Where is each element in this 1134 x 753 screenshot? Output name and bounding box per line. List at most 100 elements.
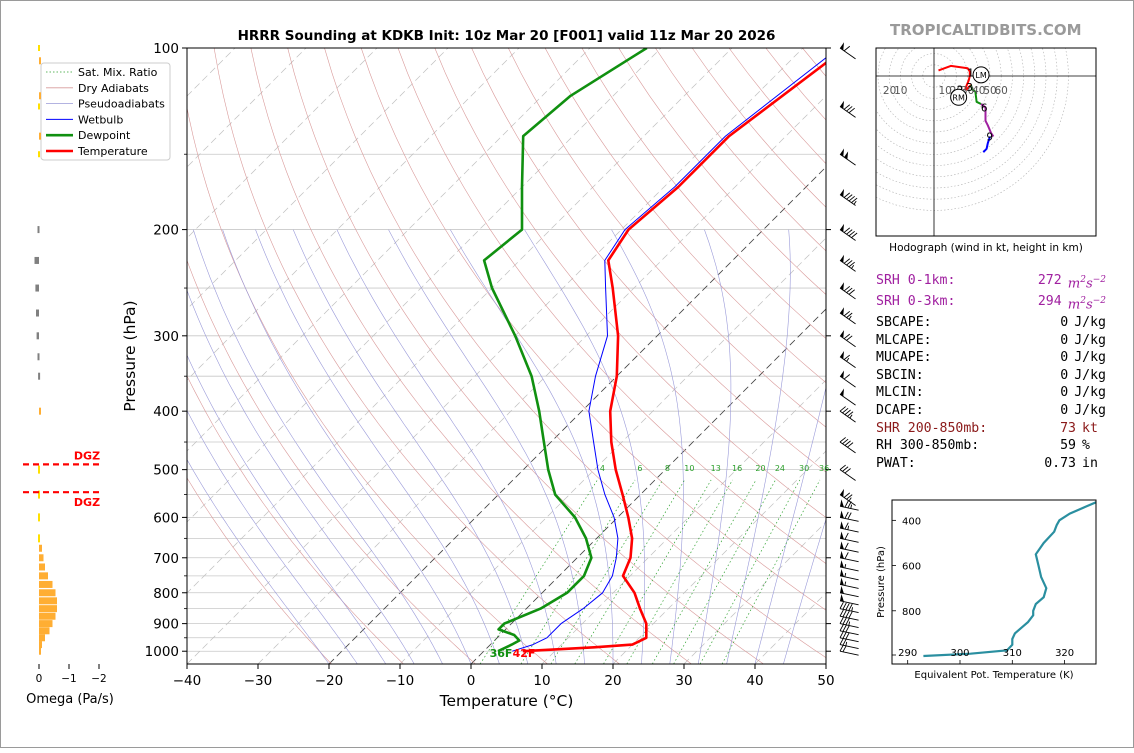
chart-title: HRRR Sounding at KDKB Init: 10z Mar 20 [… xyxy=(238,28,776,44)
legend-label: Dewpoint xyxy=(78,129,131,142)
theta-e-frame xyxy=(892,500,1096,664)
hodograph-ring-label-left: 10 xyxy=(894,85,907,97)
index-unit: m2s−2 xyxy=(1068,272,1106,293)
barb-flag xyxy=(840,330,844,338)
barb-half xyxy=(847,358,849,361)
omega-bar xyxy=(39,57,41,64)
index-unit: in xyxy=(1082,455,1098,473)
storm-motion-label: RM xyxy=(952,93,965,102)
index-value: 0 xyxy=(1005,384,1068,402)
omega-bar xyxy=(39,597,57,604)
barb-half xyxy=(846,642,847,646)
index-unit: % xyxy=(1082,437,1090,455)
barb-full xyxy=(848,513,851,519)
omega-bar xyxy=(39,408,41,415)
barb-flag xyxy=(840,189,844,197)
barb-staff xyxy=(840,558,859,562)
index-label: DCAPE: xyxy=(876,402,1005,420)
index-value: 294 xyxy=(1000,293,1061,314)
y-tick-label: 700 xyxy=(153,551,179,567)
surface-dewpoint-label: 36F xyxy=(490,647,513,660)
mixing-ratio-line xyxy=(521,480,635,664)
y-tick-label: 900 xyxy=(153,617,179,633)
theta-e-x-axis-label: Equivalent Pot. Temperature (K) xyxy=(914,670,1073,681)
omega-bar xyxy=(39,620,53,627)
index-label: MUCAPE: xyxy=(876,349,1005,367)
x-tick-label: 40 xyxy=(746,673,763,689)
hodograph-caption: Hodograph (wind in kt, height in km) xyxy=(889,242,1083,254)
theta-e-y-tick-label: 600 xyxy=(902,562,921,573)
dry-adiabat xyxy=(177,48,547,664)
hodograph-height-label: 9 xyxy=(986,131,993,143)
index-unit: J/kg xyxy=(1074,314,1106,332)
y-tick-label: 200 xyxy=(153,223,179,239)
mixing-ratio-label: 6 xyxy=(637,464,642,473)
mixing-ratio-line xyxy=(700,480,800,664)
barb-flag xyxy=(840,42,844,50)
x-tick-label: −20 xyxy=(315,673,344,689)
site-branding: TROPICALTIDBITS.COM xyxy=(890,21,1082,39)
index-label: SRH 0-3km: xyxy=(876,293,1000,314)
mixing-ratio-label: 8 xyxy=(665,464,670,473)
wind-barb xyxy=(840,148,856,165)
mixing-ratio-label: 24 xyxy=(775,464,785,473)
x-tick-label: 0 xyxy=(467,673,476,689)
barb-full xyxy=(840,602,843,608)
wind-barb xyxy=(840,511,859,522)
omega-bar xyxy=(36,310,39,317)
barb-half xyxy=(850,415,852,418)
x-tick-label: 10 xyxy=(533,673,550,689)
barb-staff xyxy=(840,528,859,532)
theta-e-profile xyxy=(923,502,1096,656)
barb-full xyxy=(840,645,843,651)
isotherm xyxy=(187,48,803,664)
theta-e-x-tick-label: 300 xyxy=(950,648,969,659)
barb-full xyxy=(843,603,846,609)
index-label: SRH 0-1km: xyxy=(876,272,1000,293)
barb-half xyxy=(854,201,856,204)
barb-flag xyxy=(840,351,844,359)
barb-staff xyxy=(840,357,856,368)
omega-bar xyxy=(39,589,56,596)
theta-e-x-tick-label: 320 xyxy=(1055,648,1074,659)
x-tick-label: 20 xyxy=(604,673,621,689)
barb-full xyxy=(843,632,846,638)
barb-full xyxy=(844,374,850,379)
omega-bar xyxy=(39,545,42,552)
y-tick-label: 800 xyxy=(153,586,179,602)
barb-staff xyxy=(840,394,856,405)
barb-half xyxy=(849,622,850,626)
barb-full xyxy=(845,512,848,518)
barb-full xyxy=(843,618,846,624)
pseudoadiabat xyxy=(293,230,528,664)
wind-barb xyxy=(840,560,859,571)
omega-bar xyxy=(38,353,40,360)
barb-flag xyxy=(840,521,844,529)
index-label: PWAT: xyxy=(876,455,1010,473)
barb-half xyxy=(845,564,846,568)
omega-bar xyxy=(39,133,41,140)
barb-flag xyxy=(840,370,844,378)
barb-staff xyxy=(840,376,856,387)
unit-part: m xyxy=(1068,297,1081,312)
omega-bar xyxy=(39,613,56,620)
pseudoadiabat xyxy=(167,230,414,664)
index-unit: J/kg xyxy=(1074,367,1106,385)
legend-label: Sat. Mix. Ratio xyxy=(78,66,158,79)
barb-half xyxy=(845,573,846,577)
omega-bar xyxy=(37,332,39,339)
wind-barb xyxy=(840,532,859,543)
x-tick-label: −30 xyxy=(244,673,273,689)
wind-barb xyxy=(840,370,856,387)
pseudoadiabat xyxy=(727,230,791,664)
wind-barb xyxy=(840,42,856,59)
pseudoadiabat xyxy=(143,230,386,664)
theta-e-y-axis-label: Pressure (hPa) xyxy=(876,546,887,618)
barb-staff xyxy=(840,313,856,324)
theta-e-y-tick-label: 800 xyxy=(902,607,921,618)
barb-staff xyxy=(840,651,859,655)
profile-dewpoint xyxy=(484,48,647,651)
unit-part: s xyxy=(1086,276,1093,291)
